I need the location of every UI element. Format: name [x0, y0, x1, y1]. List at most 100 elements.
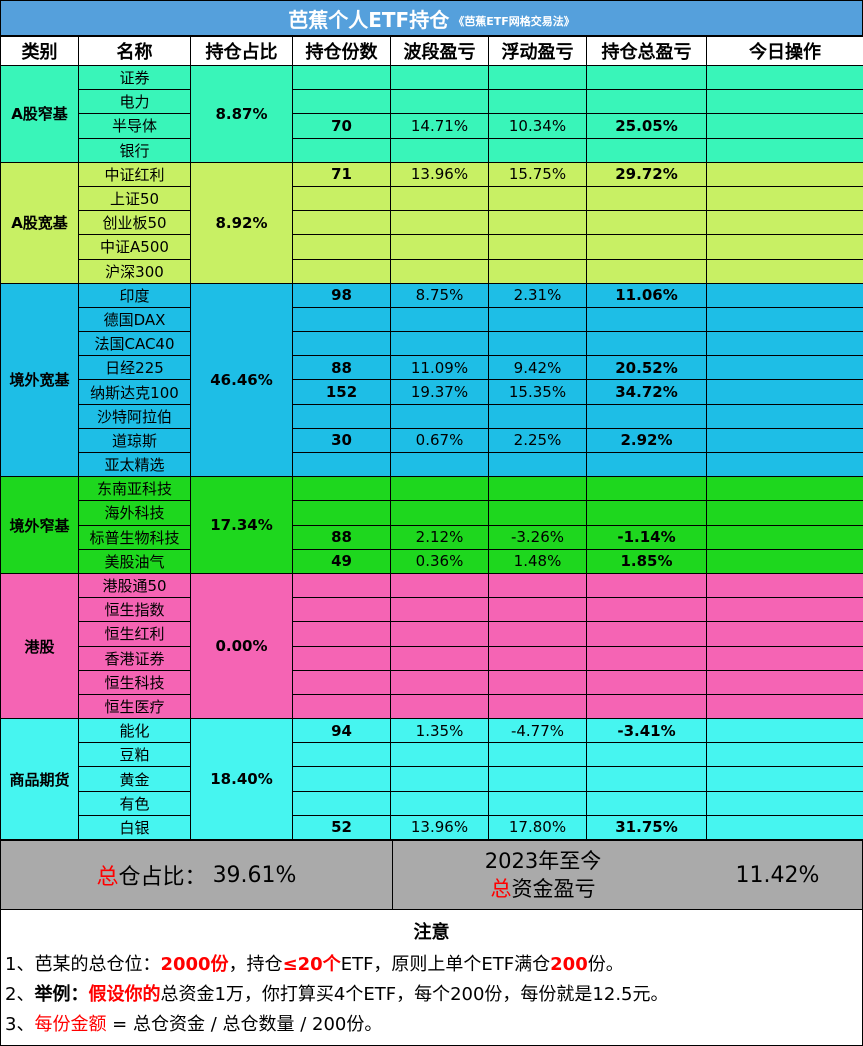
swing-pnl-cell: 13.96% [390, 161, 489, 187]
float-pnl-cell [488, 621, 587, 647]
fund-name-cell: 中证红利 [78, 161, 191, 187]
shares-cell [292, 572, 391, 599]
note3-b: 每份金额 [34, 1014, 107, 1035]
swing-pnl-cell [390, 621, 489, 647]
shares-cell [292, 790, 391, 816]
float-pnl-cell [488, 137, 587, 163]
note1-g: 份。 [587, 954, 624, 975]
today-action-cell [706, 669, 863, 695]
fund-name-cell: 美股油气 [78, 548, 191, 574]
total-pnl-cell [586, 669, 707, 695]
holdings-table: 类别 名称 持仓占比 持仓份数 波段盈亏 浮动盈亏 持仓总盈亏 今日操作 A股窄… [0, 36, 863, 841]
float-pnl-cell: -3.26% [488, 524, 587, 550]
swing-pnl-cell [390, 693, 489, 720]
table-row: 恒生科技 [1, 669, 863, 695]
swing-pnl-cell: 0.36% [390, 548, 489, 574]
header-today-action: 今日操作 [706, 36, 863, 66]
shares-cell [292, 451, 391, 478]
header-shares: 持仓份数 [292, 36, 391, 66]
table-row: 中证A500 [1, 234, 863, 260]
float-pnl-cell [488, 258, 587, 284]
fund-name-cell: 有色 [78, 790, 191, 816]
title-bar: 芭蕉个人ETF持仓 《芭蕉ETF网格交易法》 [0, 0, 863, 36]
fund-name-cell: 豆粕 [78, 742, 191, 768]
swing-pnl-cell [390, 500, 489, 526]
note1-d: ≤20个 [282, 954, 341, 975]
swing-pnl-cell: 11.09% [390, 355, 489, 381]
table-row: 半导体 70 14.71% 10.34% 25.05% [1, 113, 863, 139]
shares-cell [292, 331, 391, 357]
shares-cell [292, 258, 391, 284]
fund-name-cell: 恒生医疗 [78, 693, 191, 720]
fund-name-cell: 亚太精选 [78, 451, 191, 478]
shares-cell [292, 89, 391, 115]
shares-cell [292, 137, 391, 163]
table-row: 有色 [1, 790, 863, 816]
float-pnl-cell: 2.25% [488, 427, 587, 454]
shares-cell: 88 [292, 524, 391, 550]
note-line-1: 1、芭某的总仓位：2000份，持仓≤20个ETF，原则上单个ETF满仓200份。 [5, 950, 858, 980]
swing-pnl-cell: 19.37% [390, 379, 489, 405]
float-pnl-cell: 15.75% [488, 161, 587, 187]
today-action-cell [706, 814, 863, 841]
total-position-cell: 总 仓占比： 39.61% [1, 841, 393, 909]
ratio-cell: 46.46% [190, 282, 293, 478]
swing-pnl-cell [390, 476, 489, 502]
total-pnl-cell [586, 306, 707, 333]
total-pnl-value: 11.42% [735, 862, 820, 888]
today-action-cell [706, 645, 863, 671]
swing-pnl-cell [390, 137, 489, 163]
table-row: 银行 [1, 137, 863, 163]
today-action-cell [706, 64, 863, 91]
today-action-cell [706, 693, 863, 720]
fund-name-cell: 港股通50 [78, 572, 191, 599]
table-row: 香港证券 [1, 645, 863, 671]
float-pnl-cell: 1.48% [488, 548, 587, 574]
total-pnl-period: 2023年至今 [484, 849, 602, 873]
total-pnl-cell [586, 234, 707, 260]
table-row: 境外宽基 印度 46.46% 98 8.75% 2.31% 11.06% [0, 282, 863, 478]
header-swing-pnl: 波段盈亏 [390, 36, 489, 66]
today-action-cell [706, 234, 863, 260]
float-pnl-cell: 17.80% [488, 814, 587, 841]
total-pnl-cell [586, 597, 707, 623]
float-pnl-cell [488, 234, 587, 260]
shares-cell [292, 210, 391, 236]
swing-pnl-cell [390, 742, 489, 768]
table-row: 海外科技 [1, 500, 863, 526]
total-pnl-cell [586, 572, 707, 599]
total-pnl-cell [586, 210, 707, 236]
float-pnl-cell [488, 645, 587, 671]
swing-pnl-cell: 13.96% [390, 814, 489, 841]
float-pnl-cell [488, 669, 587, 695]
swing-pnl-cell [390, 258, 489, 284]
shares-cell [292, 64, 391, 91]
today-action-cell [706, 89, 863, 115]
shares-cell [292, 645, 391, 671]
swing-pnl-cell [390, 790, 489, 816]
today-action-cell [706, 185, 863, 212]
table-row: 境外窄基 东南亚科技 17.34% [0, 476, 863, 574]
note-line-2: 2、举例：假设你的总资金1万，你打算买4个ETF，每个200份，每份就是12.5… [5, 980, 858, 1010]
table-row: 沪深300 [1, 258, 863, 284]
swing-pnl-cell [390, 210, 489, 236]
total-pnl-cell: -3.41% [586, 718, 707, 744]
fund-name-cell: 半导体 [78, 113, 191, 139]
table-row: 恒生医疗 [1, 693, 863, 720]
fund-name-cell: 香港证券 [78, 645, 191, 671]
total-position-prefix: 总 [96, 865, 119, 890]
fund-name-cell: 上证50 [78, 185, 191, 212]
table-row: 法国CAC40 [1, 331, 863, 357]
swing-pnl-cell [390, 572, 489, 599]
total-pnl-cell: 1.85% [586, 548, 707, 574]
today-action-cell [706, 790, 863, 816]
float-pnl-cell [488, 210, 587, 236]
swing-pnl-cell: 2.12% [390, 524, 489, 550]
fund-name-cell: 沙特阿拉伯 [78, 403, 191, 429]
ratio-cell: 8.87% [190, 65, 293, 163]
holdings-body: A股窄基 证券 8.87% 电力 半导体 70 14.71% 10.34% 25.05% 银行 A股… [0, 64, 863, 841]
ratio-cell: 18.40% [190, 718, 293, 840]
total-pnl-cell [586, 258, 707, 284]
total-pnl-value-cell: 11.42% [693, 841, 862, 909]
total-pnl-cell: 2.92% [586, 427, 707, 454]
